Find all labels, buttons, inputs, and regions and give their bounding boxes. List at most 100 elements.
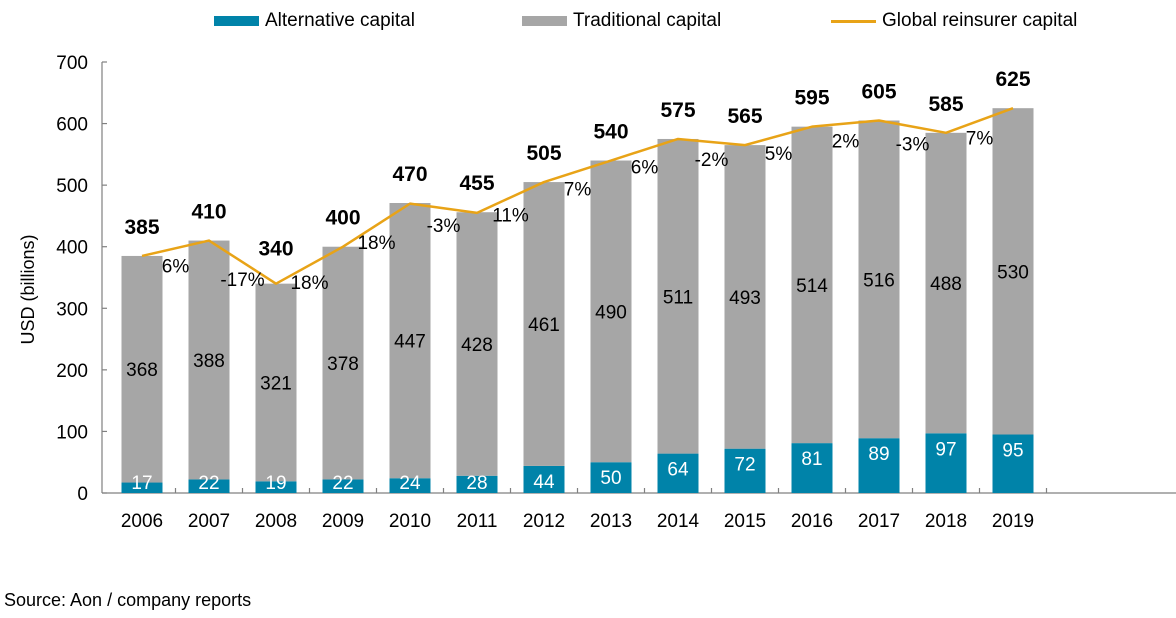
data-label-alternative: 17 bbox=[131, 473, 152, 494]
legend-item-traditional-capital: Traditional capital bbox=[522, 10, 721, 32]
data-label-total: 470 bbox=[392, 163, 427, 186]
data-label-traditional: 511 bbox=[663, 287, 693, 308]
data-label-total: 585 bbox=[928, 93, 963, 116]
legend-label-traditional: Traditional capital bbox=[573, 10, 722, 31]
y-axis-title: USD (billions) bbox=[18, 234, 38, 344]
data-label-alternative: 64 bbox=[667, 460, 689, 481]
data-label-traditional: 378 bbox=[327, 354, 359, 375]
data-label-total: 340 bbox=[258, 238, 293, 261]
data-label-total: 385 bbox=[124, 216, 159, 239]
data-label-alternative: 24 bbox=[399, 473, 421, 494]
y-tick-label: 300 bbox=[56, 299, 88, 320]
growth-label: -3% bbox=[427, 216, 461, 237]
bar-alternative-capital bbox=[590, 462, 632, 493]
data-label-traditional: 368 bbox=[126, 360, 158, 381]
bar-alternative-capital bbox=[255, 481, 297, 493]
bar-traditional-capital bbox=[523, 182, 565, 466]
data-label-alternative: 95 bbox=[1002, 441, 1023, 462]
growth-label: 6% bbox=[162, 256, 190, 277]
growth-label: -3% bbox=[896, 135, 930, 156]
x-tick-label: 2010 bbox=[389, 511, 431, 532]
data-label-alternative: 22 bbox=[332, 473, 353, 494]
x-tick-label: 2016 bbox=[791, 511, 833, 532]
bar-alternative-capital bbox=[456, 475, 498, 493]
y-tick-label: 100 bbox=[56, 422, 88, 443]
data-label-traditional: 428 bbox=[461, 335, 493, 356]
data-label-total: 595 bbox=[794, 87, 829, 110]
line-global-reinsurer-capital bbox=[141, 107, 1014, 285]
data-label-traditional: 530 bbox=[997, 262, 1029, 283]
growth-label: 11% bbox=[492, 205, 529, 226]
growth-label: 18% bbox=[290, 273, 328, 294]
bar-alternative-capital bbox=[523, 465, 565, 493]
data-label-alternative: 89 bbox=[868, 444, 889, 465]
legend-label-alternative: Alternative capital bbox=[265, 10, 415, 31]
x-tick-label: 2011 bbox=[457, 511, 498, 532]
x-tick-label: 2018 bbox=[925, 511, 967, 532]
x-tick-label: 2015 bbox=[724, 511, 766, 532]
bar-alternative-capital bbox=[992, 434, 1034, 493]
bar-traditional-capital bbox=[992, 108, 1034, 435]
data-label-traditional: 321 bbox=[260, 373, 292, 394]
data-label-alternative: 50 bbox=[600, 468, 621, 489]
data-label-total: 455 bbox=[459, 172, 494, 195]
data-label-traditional: 488 bbox=[930, 274, 962, 295]
data-label-total: 625 bbox=[995, 68, 1030, 91]
bar-traditional-capital bbox=[255, 283, 297, 482]
x-tick-label: 2007 bbox=[188, 511, 230, 532]
y-tick-label: 600 bbox=[56, 115, 88, 136]
growth-label: 6% bbox=[631, 158, 659, 179]
data-label-traditional: 388 bbox=[193, 351, 225, 372]
y-tick-label: 0 bbox=[77, 484, 88, 505]
growth-label: 7% bbox=[564, 179, 592, 200]
x-tick-label: 2012 bbox=[523, 511, 565, 532]
bar-alternative-capital bbox=[121, 482, 163, 493]
data-label-alternative: 22 bbox=[198, 473, 219, 494]
bar-alternative-capital bbox=[724, 448, 766, 493]
bar-alternative-capital bbox=[389, 478, 431, 493]
source-note: Source: Aon / company reports bbox=[4, 590, 252, 610]
bar-traditional-capital bbox=[456, 212, 498, 476]
bar-traditional-capital bbox=[657, 138, 699, 454]
x-tick-label: 2019 bbox=[992, 511, 1034, 532]
x-tick-label: 2013 bbox=[590, 511, 632, 532]
x-tick-label: 2014 bbox=[657, 511, 700, 532]
bar-traditional-capital bbox=[389, 202, 431, 479]
legend-swatch-global bbox=[831, 19, 876, 23]
bar-alternative-capital bbox=[322, 479, 364, 493]
data-label-total: 505 bbox=[526, 142, 561, 165]
bar-traditional-capital bbox=[791, 126, 833, 444]
growth-label: 18% bbox=[357, 233, 395, 254]
growth-label: -2% bbox=[695, 150, 729, 171]
chart-legend: Alternative capital Traditional capital … bbox=[0, 10, 1176, 38]
bar-alternative-capital bbox=[791, 443, 833, 493]
data-label-alternative: 28 bbox=[466, 473, 487, 494]
data-label-total: 575 bbox=[660, 99, 695, 122]
x-tick-label: 2008 bbox=[255, 511, 297, 532]
legend-label-global: Global reinsurer capital bbox=[882, 10, 1078, 31]
data-label-alternative: 72 bbox=[734, 455, 755, 476]
data-label-alternative: 97 bbox=[935, 439, 956, 460]
legend-swatch-traditional bbox=[522, 16, 567, 26]
data-label-total: 605 bbox=[861, 80, 896, 103]
data-label-alternative: 81 bbox=[801, 449, 822, 470]
y-tick-label: 500 bbox=[56, 176, 88, 197]
data-label-traditional: 514 bbox=[796, 276, 828, 297]
bar-alternative-capital bbox=[925, 433, 967, 493]
bar-traditional-capital bbox=[188, 240, 230, 480]
bar-alternative-capital bbox=[858, 438, 900, 493]
data-label-total: 540 bbox=[593, 121, 628, 144]
y-tick-label: 700 bbox=[56, 53, 88, 74]
data-label-total: 410 bbox=[191, 201, 226, 224]
growth-label: -17% bbox=[220, 270, 264, 291]
bar-traditional-capital bbox=[925, 132, 967, 434]
x-tick-label: 2017 bbox=[858, 511, 900, 532]
growth-label: 2% bbox=[832, 132, 860, 153]
data-label-traditional: 516 bbox=[863, 270, 895, 291]
bar-alternative-capital bbox=[188, 479, 230, 493]
data-label-traditional: 461 bbox=[528, 315, 560, 336]
data-label-alternative: 19 bbox=[265, 473, 286, 494]
bar-alternative-capital bbox=[657, 453, 699, 493]
legend-item-global-reinsurer-capital: Global reinsurer capital bbox=[831, 10, 1077, 32]
